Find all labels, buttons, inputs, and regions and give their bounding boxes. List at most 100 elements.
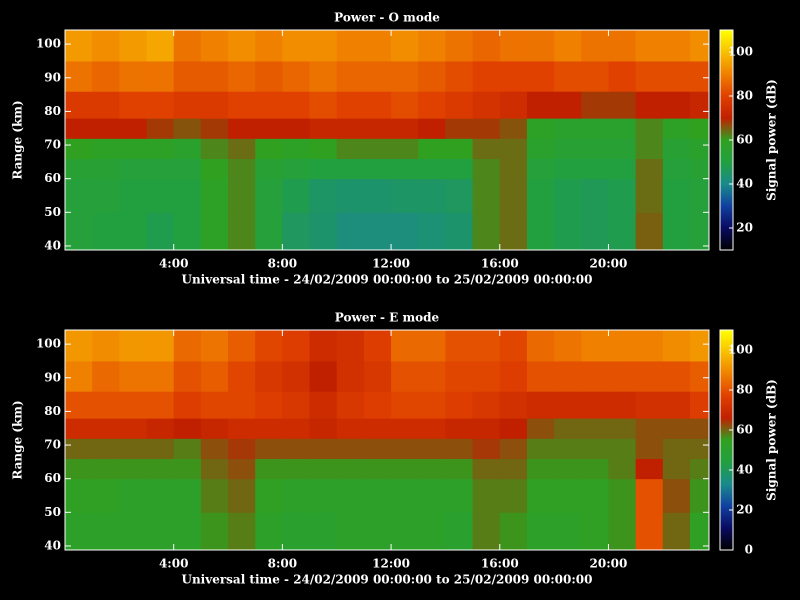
- heatmap-cell: [418, 30, 446, 62]
- heatmap-cell: [689, 458, 709, 480]
- heatmap-cell: [146, 138, 175, 160]
- heatmap-cell: [119, 91, 148, 119]
- chart-title: Power - E mode: [335, 311, 440, 325]
- heatmap-cell: [228, 138, 256, 160]
- heatmap-cell: [309, 118, 338, 139]
- heatmap-cell: [554, 60, 582, 92]
- heatmap-cell: [146, 512, 175, 550]
- heatmap-cell: [391, 158, 419, 180]
- heatmap-cell: [554, 438, 582, 460]
- heatmap-cell: [689, 178, 709, 213]
- heatmap-cell: [146, 478, 175, 513]
- heatmap-cell: [445, 178, 474, 213]
- heatmap-cell: [418, 330, 446, 362]
- heatmap-cell: [228, 330, 256, 362]
- heatmap-cell: [472, 512, 501, 550]
- heatmap-cell: [581, 212, 609, 250]
- heatmap-cell: [554, 178, 582, 213]
- heatmap-cell: [92, 438, 120, 460]
- heatmap-cell: [65, 418, 93, 439]
- heatmap-cell: [635, 118, 664, 139]
- heatmap-cell: [228, 178, 256, 213]
- heatmap-cell: [635, 512, 664, 550]
- heatmap-cell: [418, 138, 446, 160]
- heatmap-cell: [391, 178, 419, 213]
- heatmap-cell: [282, 158, 311, 180]
- heatmap-cell: [391, 360, 419, 392]
- heatmap-cell: [662, 458, 691, 480]
- heatmap-cell: [146, 330, 175, 362]
- heatmap-cell: [65, 118, 93, 139]
- colorbar-tick-label: 80: [736, 89, 753, 103]
- heatmap-cell: [200, 458, 229, 480]
- colorbar-tick-label: 20: [736, 503, 753, 517]
- heatmap-cell: [472, 158, 501, 180]
- heatmap-cell: [146, 30, 175, 62]
- heatmap-cell: [581, 438, 609, 460]
- heatmap-cell: [336, 158, 365, 180]
- heatmap-cell: [554, 512, 582, 550]
- heatmap-cell: [581, 360, 609, 392]
- heatmap-cell: [581, 91, 609, 119]
- colorbar-tick-label: 100: [728, 343, 753, 357]
- heatmap-cell: [472, 178, 501, 213]
- heatmap-cell: [363, 178, 392, 213]
- heatmap-cell: [472, 391, 501, 419]
- heatmap-cell: [445, 478, 474, 513]
- plot-frame: [64, 29, 710, 251]
- heatmap-cell: [309, 418, 338, 439]
- heatmap-cell: [418, 391, 446, 419]
- heatmap-cell: [608, 212, 637, 250]
- heatmap-cell: [255, 330, 283, 362]
- heatmap-cell: [65, 60, 93, 92]
- heatmap-cell: [92, 458, 120, 480]
- heatmap-cell: [581, 158, 609, 180]
- heatmap-cell: [255, 438, 283, 460]
- heatmap-cell: [336, 458, 365, 480]
- heatmap-cell: [635, 391, 664, 419]
- heatmap-cell: [255, 118, 283, 139]
- heatmap-cell: [689, 212, 709, 250]
- heatmap-cell: [581, 60, 609, 92]
- heatmap-cell: [255, 512, 283, 550]
- heatmap-cell: [92, 60, 120, 92]
- heatmap-cell: [65, 512, 93, 550]
- heatmap-cell: [472, 138, 501, 160]
- heatmap-cell: [282, 512, 311, 550]
- chart-title: Power - O mode: [334, 11, 440, 25]
- heatmap-cell: [282, 438, 311, 460]
- heatmap-cell: [309, 91, 338, 119]
- heatmap-cell: [119, 438, 148, 460]
- heatmap-cell: [581, 138, 609, 160]
- heatmap-cell: [92, 118, 120, 139]
- heatmap-cell: [445, 212, 474, 250]
- heatmap-cell: [499, 91, 528, 119]
- heatmap-cell: [309, 391, 338, 419]
- heatmap-cell: [662, 138, 691, 160]
- heatmap-cell: [499, 360, 528, 392]
- x-tick-label: 16:00: [481, 557, 519, 571]
- heatmap-cell: [363, 118, 392, 139]
- heatmap-cell: [662, 512, 691, 550]
- heatmap-cell: [255, 391, 283, 419]
- heatmap-cell: [228, 30, 256, 62]
- heatmap-cell: [282, 212, 311, 250]
- heatmap-cell: [526, 478, 555, 513]
- heatmap-cell: [581, 178, 609, 213]
- heatmap-cell: [608, 158, 637, 180]
- heatmap-cell: [635, 438, 664, 460]
- heatmap-cell: [608, 138, 637, 160]
- heatmap-cell: [200, 178, 229, 213]
- heatmap-cell: [499, 30, 528, 62]
- heatmap-cell: [418, 60, 446, 92]
- colorbar-label: Signal power (dB): [765, 79, 779, 201]
- heatmap-cell: [173, 418, 202, 439]
- heatmap-cell: [635, 360, 664, 392]
- heatmap-cell: [200, 391, 229, 419]
- heatmap-cell: [689, 418, 709, 439]
- colorbar-label: Signal power (dB): [765, 379, 779, 501]
- heatmap-cell: [228, 512, 256, 550]
- heatmap-cell: [200, 138, 229, 160]
- heatmap-cell: [526, 458, 555, 480]
